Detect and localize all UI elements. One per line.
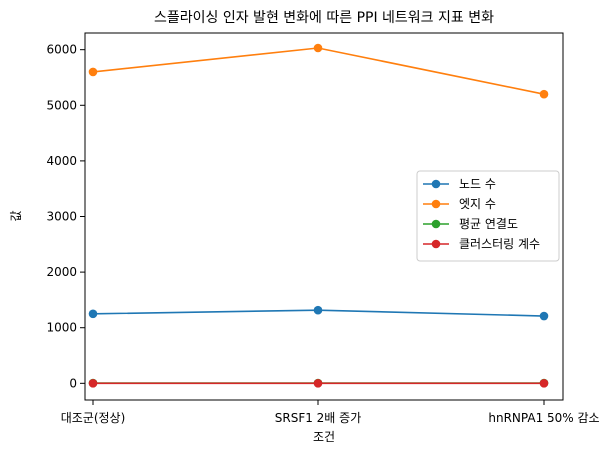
- data-point: [89, 310, 98, 319]
- data-point: [540, 90, 549, 99]
- data-point: [314, 306, 323, 315]
- series-0: [89, 306, 549, 320]
- x-axis: 대조군(정상) SRSF1 2배 증가 hnRNPA1 50% 감소: [61, 400, 600, 425]
- data-point: [540, 379, 549, 388]
- y-tick-label: 5000: [46, 98, 77, 112]
- y-tick-label: 4000: [46, 154, 77, 168]
- y-tick-label: 0: [69, 376, 77, 390]
- chart-title: 스플라이싱 인자 발현 변화에 따른 PPI 네트워크 지표 변화: [154, 10, 494, 26]
- data-point: [89, 68, 98, 77]
- y-tick-label: 6000: [46, 43, 77, 57]
- legend-label: 클러스터링 계수: [459, 237, 540, 251]
- x-tick-label: 대조군(정상): [61, 411, 126, 425]
- data-point: [89, 379, 98, 388]
- data-point: [314, 44, 323, 53]
- y-axis: 0 1000 2000 3000 4000 5000 6000: [46, 43, 85, 391]
- legend-marker: [432, 180, 441, 189]
- y-tick-label: 2000: [46, 265, 77, 279]
- legend-marker: [432, 240, 441, 249]
- legend-marker: [432, 200, 441, 209]
- x-tick-label: hnRNPA1 50% 감소: [488, 411, 599, 425]
- legend-marker: [432, 220, 441, 229]
- series-1: [89, 44, 549, 99]
- y-axis-label: 값: [9, 210, 23, 221]
- x-axis-label: 조건: [313, 430, 335, 444]
- y-tick-label: 1000: [46, 321, 77, 335]
- legend-label: 엣지 수: [459, 197, 496, 211]
- legend-label: 노드 수: [459, 177, 496, 191]
- y-tick-label: 3000: [46, 210, 77, 224]
- legend-label: 평균 연결도: [459, 217, 518, 231]
- series-3: [89, 379, 549, 388]
- series-line: [93, 48, 544, 94]
- x-tick-label: SRSF1 2배 증가: [275, 411, 362, 425]
- data-point: [314, 379, 323, 388]
- data-point: [540, 312, 549, 321]
